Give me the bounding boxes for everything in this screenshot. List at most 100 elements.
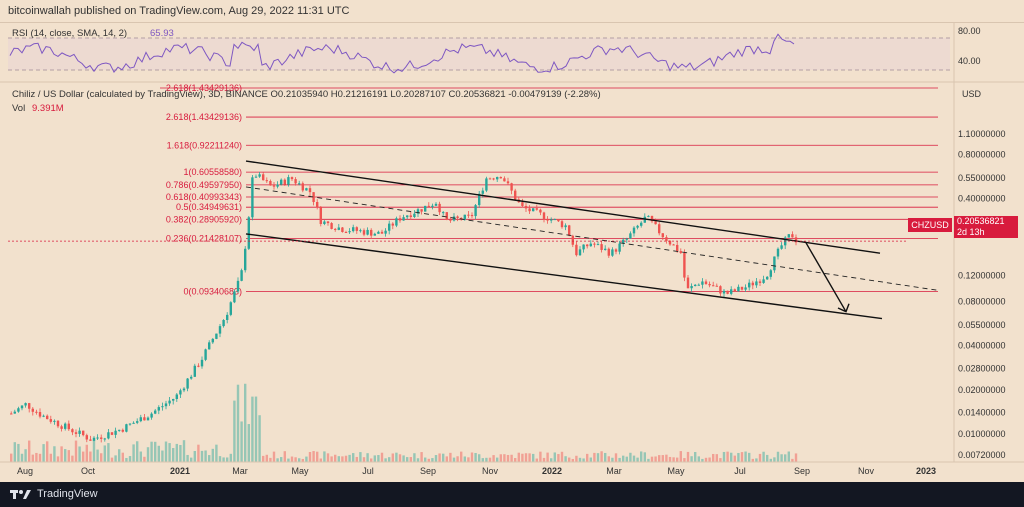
volume-bar: [359, 452, 362, 462]
volume-bar: [722, 451, 726, 462]
candle-body: [726, 290, 729, 294]
volume-bar: [280, 457, 283, 462]
candle-body: [654, 221, 657, 225]
tradingview-icon: [10, 490, 31, 499]
candle-body: [712, 285, 715, 287]
candle-body: [85, 435, 88, 440]
volume-bar: [521, 453, 524, 462]
symbol-line: Chiliz / US Dollar (calculated by Tradin…: [12, 89, 601, 100]
volume-bar: [247, 424, 250, 462]
volume-bar: [384, 458, 387, 462]
volume-bar: [726, 451, 729, 462]
volume-bar: [402, 455, 405, 462]
candle-body: [787, 234, 790, 238]
candle-body: [53, 420, 56, 422]
candle-body: [154, 410, 157, 414]
candle-body: [28, 403, 31, 409]
volume-bar: [179, 445, 182, 462]
volume-bar: [503, 454, 506, 462]
candle-body: [92, 437, 96, 441]
volume-bar: [121, 452, 124, 462]
candles: [10, 172, 798, 443]
volume-bar: [190, 457, 193, 462]
volume-bar: [488, 457, 492, 462]
volume-bar: [787, 451, 790, 462]
volume-bar: [294, 457, 297, 462]
time-tick-label: Jul: [362, 466, 374, 476]
volume-bar: [780, 454, 783, 462]
volume-bar: [492, 455, 495, 462]
tradingview-logo[interactable]: TradingView: [10, 488, 98, 500]
candle-body: [82, 430, 85, 436]
candle-body: [413, 213, 416, 218]
candle-body: [71, 429, 74, 433]
volume-bar: [730, 452, 733, 462]
volume-bar: [344, 455, 348, 462]
candle-body: [589, 243, 592, 247]
candle-body: [344, 232, 348, 234]
fib-label: 1(0.60558580): [183, 167, 242, 177]
volume-bar: [643, 452, 646, 462]
volume-bar: [269, 457, 272, 462]
lower-channel-line: [245, 233, 883, 320]
volume-bar: [539, 451, 542, 462]
candle-body: [488, 178, 492, 180]
rsi-tick-label: 80.00: [958, 26, 981, 36]
volume-bar: [600, 451, 603, 462]
candle-body: [334, 228, 337, 230]
volume-bar: [499, 454, 502, 462]
candle-body: [604, 248, 607, 250]
volume-bar: [136, 441, 139, 462]
candle-body: [496, 176, 499, 180]
volume-bar: [114, 455, 117, 462]
candle-body: [215, 333, 218, 339]
volume-bar: [654, 456, 657, 462]
volume-bar: [553, 452, 556, 462]
fib-label: 1.618(0.92211240): [167, 140, 242, 150]
volume-bar: [283, 451, 286, 462]
candle-body: [751, 282, 754, 286]
chart-canvas[interactable]: 80.00 40.00 2.618(1.43429136) 1.618(0.9221…: [0, 0, 1024, 482]
candle-body: [686, 277, 690, 289]
candle-body: [182, 388, 186, 391]
volume-bar: [582, 458, 585, 462]
volume-bar: [290, 456, 294, 462]
candle-body: [424, 205, 427, 212]
candle-body: [348, 231, 351, 233]
time-tick-label: Sep: [420, 466, 436, 476]
candle-body: [24, 403, 27, 406]
volume-bar: [449, 452, 452, 462]
candle-body: [229, 302, 232, 315]
candle-body: [312, 192, 315, 203]
candle-body: [96, 437, 99, 439]
candle-body: [632, 227, 636, 234]
volume-bar: [128, 456, 132, 462]
volume-bar: [406, 457, 409, 462]
volume-bar: [589, 457, 592, 462]
candle-body: [492, 178, 495, 180]
price-tick-label: 0.04000000: [958, 341, 1006, 351]
candle-body: [319, 207, 322, 224]
candle-body: [467, 214, 470, 216]
volume-bar: [398, 454, 402, 462]
candle-body: [35, 411, 38, 413]
time-tick-label: 2021: [170, 466, 190, 476]
candle-body: [755, 281, 758, 286]
candle-body: [528, 208, 531, 212]
candle-body: [715, 285, 718, 287]
candle-body: [586, 244, 589, 247]
volume-bar: [168, 443, 171, 462]
candle-body: [409, 215, 412, 218]
candle-body: [74, 432, 78, 434]
candle-body: [136, 421, 139, 423]
publisher-text: bitcoinwallah published on TradingView.c…: [8, 5, 350, 17]
candle-body: [643, 216, 646, 223]
price-tick-label: 0.40000000: [958, 194, 1006, 204]
volume-bar: [766, 454, 769, 462]
rsi-tick-label: 40.00: [958, 56, 981, 66]
candle-body: [168, 400, 171, 404]
volume-value: 9.391M: [32, 103, 64, 114]
candle-body: [647, 215, 650, 217]
candle-body: [290, 177, 294, 180]
volume-bar: [175, 443, 178, 462]
